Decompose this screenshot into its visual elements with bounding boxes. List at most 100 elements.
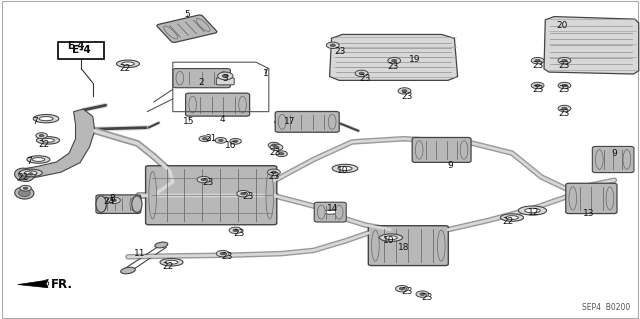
Ellipse shape xyxy=(165,260,178,264)
Text: 23: 23 xyxy=(243,192,254,201)
Circle shape xyxy=(237,190,250,197)
Text: E-4: E-4 xyxy=(67,41,84,51)
Circle shape xyxy=(111,199,116,202)
Circle shape xyxy=(199,136,211,142)
Text: 24: 24 xyxy=(103,197,115,206)
Ellipse shape xyxy=(518,206,547,215)
Circle shape xyxy=(108,197,120,204)
Text: 19: 19 xyxy=(409,56,420,64)
Text: E-4: E-4 xyxy=(72,45,91,56)
Ellipse shape xyxy=(122,62,134,66)
Ellipse shape xyxy=(15,187,34,199)
Circle shape xyxy=(558,105,571,112)
Ellipse shape xyxy=(116,60,140,68)
FancyBboxPatch shape xyxy=(173,69,230,88)
Text: 23: 23 xyxy=(422,293,433,302)
Circle shape xyxy=(326,42,339,48)
Text: 22: 22 xyxy=(17,173,29,182)
Text: 8: 8 xyxy=(109,194,115,203)
Ellipse shape xyxy=(220,71,227,85)
Ellipse shape xyxy=(525,208,540,213)
Text: 22: 22 xyxy=(119,64,131,73)
Text: 23: 23 xyxy=(233,229,244,238)
Circle shape xyxy=(531,57,544,64)
Circle shape xyxy=(218,139,223,142)
Ellipse shape xyxy=(323,210,337,214)
Circle shape xyxy=(279,152,284,155)
Circle shape xyxy=(268,169,280,175)
Text: 2: 2 xyxy=(199,78,204,87)
Text: 20: 20 xyxy=(556,21,568,30)
Ellipse shape xyxy=(132,196,142,212)
Text: 22: 22 xyxy=(162,262,173,271)
Text: 4: 4 xyxy=(220,115,225,124)
Ellipse shape xyxy=(239,96,246,113)
Circle shape xyxy=(355,70,368,77)
Text: 1: 1 xyxy=(263,69,268,78)
Circle shape xyxy=(531,82,544,89)
Text: 23: 23 xyxy=(268,172,280,181)
Circle shape xyxy=(23,187,28,189)
Ellipse shape xyxy=(189,96,196,113)
Text: 7: 7 xyxy=(27,157,32,166)
Ellipse shape xyxy=(500,214,524,221)
Circle shape xyxy=(201,178,206,181)
Text: 3: 3 xyxy=(223,74,228,83)
Circle shape xyxy=(28,173,33,175)
Text: 23: 23 xyxy=(401,92,413,101)
Text: 23: 23 xyxy=(559,109,570,118)
Circle shape xyxy=(229,227,242,234)
Text: 23: 23 xyxy=(532,61,543,70)
Circle shape xyxy=(215,137,227,143)
Ellipse shape xyxy=(19,189,30,197)
Text: 17: 17 xyxy=(284,117,295,126)
Ellipse shape xyxy=(266,172,274,219)
Circle shape xyxy=(20,185,31,191)
Circle shape xyxy=(402,90,407,92)
Ellipse shape xyxy=(160,258,183,266)
Text: 10: 10 xyxy=(383,236,395,245)
Ellipse shape xyxy=(164,26,177,39)
FancyBboxPatch shape xyxy=(58,42,104,59)
Circle shape xyxy=(268,142,280,148)
Text: 7: 7 xyxy=(33,117,38,126)
Circle shape xyxy=(359,72,364,75)
Circle shape xyxy=(218,72,233,80)
Ellipse shape xyxy=(15,168,34,182)
Text: 23: 23 xyxy=(532,85,543,94)
Ellipse shape xyxy=(24,171,37,175)
Ellipse shape xyxy=(415,141,423,159)
Ellipse shape xyxy=(121,267,135,274)
Text: 14: 14 xyxy=(327,204,339,213)
Circle shape xyxy=(535,84,540,87)
Circle shape xyxy=(271,171,276,174)
Circle shape xyxy=(416,291,429,297)
Ellipse shape xyxy=(96,196,106,212)
Ellipse shape xyxy=(338,167,352,170)
Ellipse shape xyxy=(196,19,210,31)
Ellipse shape xyxy=(36,137,60,144)
Text: 22: 22 xyxy=(502,217,513,226)
Circle shape xyxy=(562,107,567,110)
FancyBboxPatch shape xyxy=(412,137,471,162)
Circle shape xyxy=(230,138,241,144)
FancyBboxPatch shape xyxy=(593,146,634,173)
Circle shape xyxy=(25,171,36,177)
Text: 23: 23 xyxy=(221,252,232,261)
Ellipse shape xyxy=(27,156,50,163)
Ellipse shape xyxy=(506,216,518,219)
Ellipse shape xyxy=(32,158,45,161)
Ellipse shape xyxy=(438,230,445,261)
Ellipse shape xyxy=(595,150,604,169)
Circle shape xyxy=(388,57,401,64)
Ellipse shape xyxy=(372,230,379,261)
Ellipse shape xyxy=(385,236,397,240)
Circle shape xyxy=(398,88,411,94)
Circle shape xyxy=(274,146,279,149)
Circle shape xyxy=(558,82,571,89)
Polygon shape xyxy=(18,109,95,180)
Ellipse shape xyxy=(332,164,358,173)
FancyBboxPatch shape xyxy=(369,226,448,265)
FancyBboxPatch shape xyxy=(314,202,346,222)
Text: 23: 23 xyxy=(359,74,371,83)
